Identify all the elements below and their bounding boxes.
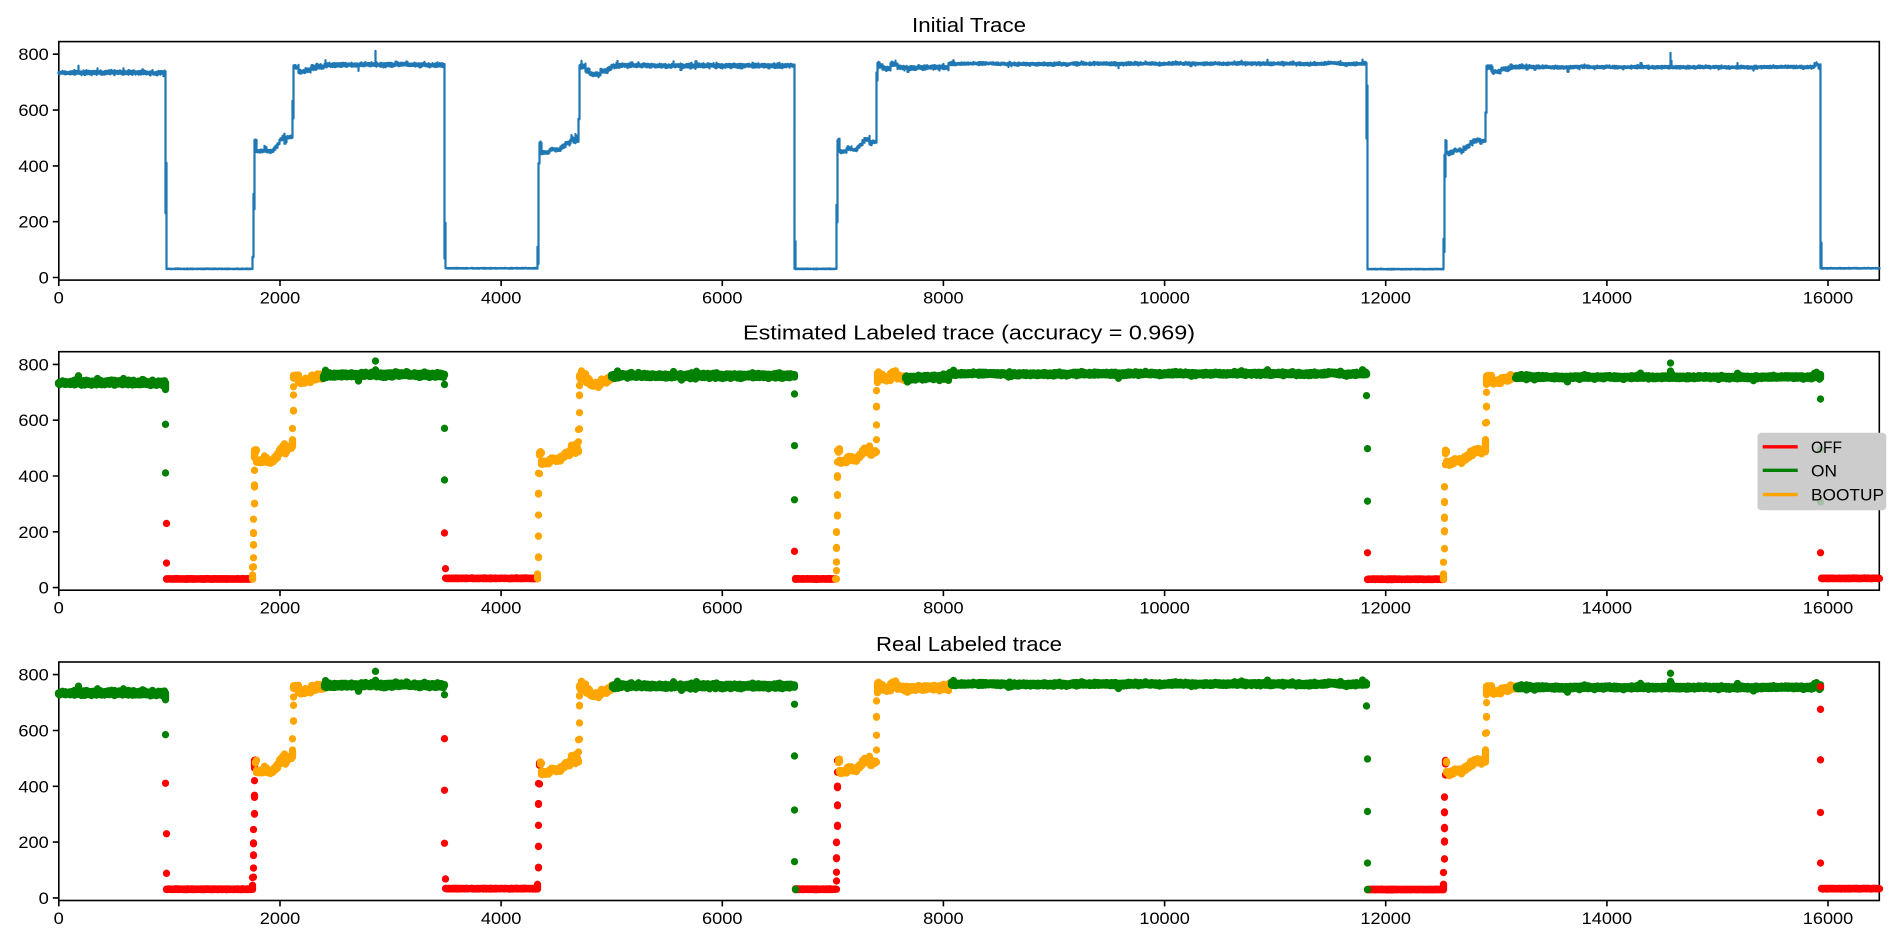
svg-text:8000: 8000 — [923, 599, 964, 618]
svg-text:ON: ON — [1811, 461, 1837, 480]
svg-text:6000: 6000 — [702, 909, 743, 928]
svg-text:0: 0 — [39, 269, 49, 288]
svg-text:0: 0 — [39, 579, 49, 598]
svg-text:6000: 6000 — [702, 289, 743, 308]
svg-text:200: 200 — [18, 523, 48, 542]
svg-text:BOOTUP: BOOTUP — [1811, 486, 1884, 505]
svg-text:800: 800 — [18, 45, 48, 64]
svg-text:16000: 16000 — [1803, 909, 1854, 928]
svg-text:10000: 10000 — [1139, 289, 1190, 308]
svg-text:4000: 4000 — [481, 599, 522, 618]
svg-text:Initial Trace: Initial Trace — [912, 15, 1026, 37]
svg-text:14000: 14000 — [1582, 909, 1633, 928]
svg-text:Estimated Labeled trace (accur: Estimated Labeled trace (accuracy = 0.96… — [743, 323, 1195, 345]
svg-text:8000: 8000 — [923, 909, 964, 928]
svg-text:600: 600 — [18, 101, 48, 120]
svg-text:OFF: OFF — [1811, 438, 1842, 457]
svg-text:0: 0 — [54, 599, 64, 618]
svg-text:10000: 10000 — [1139, 909, 1190, 928]
svg-text:600: 600 — [18, 411, 48, 430]
svg-text:2000: 2000 — [260, 289, 301, 308]
svg-text:4000: 4000 — [481, 289, 522, 308]
svg-text:12000: 12000 — [1360, 909, 1411, 928]
svg-text:8000: 8000 — [923, 289, 964, 308]
svg-text:12000: 12000 — [1360, 289, 1411, 308]
svg-text:12000: 12000 — [1360, 599, 1411, 618]
svg-text:400: 400 — [18, 157, 48, 176]
svg-text:2000: 2000 — [260, 599, 301, 618]
svg-text:0: 0 — [54, 289, 64, 308]
svg-text:800: 800 — [18, 355, 48, 374]
svg-text:14000: 14000 — [1582, 289, 1633, 308]
svg-text:10000: 10000 — [1139, 599, 1190, 618]
svg-text:0: 0 — [39, 889, 49, 908]
svg-text:2000: 2000 — [260, 909, 301, 928]
svg-text:4000: 4000 — [481, 909, 522, 928]
svg-text:6000: 6000 — [702, 599, 743, 618]
svg-text:14000: 14000 — [1582, 599, 1633, 618]
svg-text:16000: 16000 — [1803, 599, 1854, 618]
svg-text:200: 200 — [18, 833, 48, 852]
svg-text:400: 400 — [18, 467, 48, 486]
svg-text:16000: 16000 — [1803, 289, 1854, 308]
svg-text:0: 0 — [54, 909, 64, 928]
svg-text:800: 800 — [18, 666, 48, 685]
svg-text:600: 600 — [18, 722, 48, 741]
svg-text:Real Labeled trace: Real Labeled trace — [876, 634, 1062, 656]
svg-text:200: 200 — [18, 213, 48, 232]
svg-text:400: 400 — [18, 777, 48, 796]
